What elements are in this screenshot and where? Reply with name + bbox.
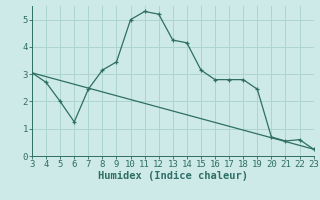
X-axis label: Humidex (Indice chaleur): Humidex (Indice chaleur) <box>98 171 248 181</box>
